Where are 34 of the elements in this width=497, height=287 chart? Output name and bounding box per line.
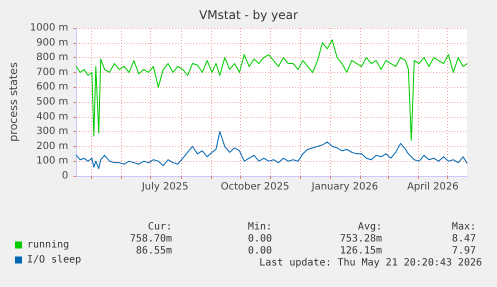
text: Min: bbox=[248, 222, 272, 232]
text: 86.55m bbox=[136, 246, 172, 256]
text: 8.47 bbox=[452, 234, 476, 244]
y-tick-label: 0 bbox=[62, 170, 68, 182]
y-tick-label: 500 m bbox=[36, 96, 68, 108]
text: Max: bbox=[452, 222, 476, 232]
y-tick-label: 900 m bbox=[36, 37, 68, 48]
x-tick-label: January 2026 bbox=[310, 182, 378, 192]
y-tick-label: 800 m bbox=[36, 52, 68, 64]
y-tick-label: 300 m bbox=[36, 126, 68, 138]
text: 7.97 bbox=[452, 246, 476, 256]
line-series bbox=[76, 131, 468, 170]
y-tick-label: 700 m bbox=[36, 66, 68, 78]
x-tick-label: July 2025 bbox=[140, 182, 188, 192]
y-tick-label: 600 m bbox=[36, 82, 68, 93]
line-series bbox=[76, 39, 468, 141]
y-tick-label: 200 m bbox=[36, 140, 68, 152]
text: Last update: Thu May 21 20:20:43 2026 bbox=[259, 258, 482, 268]
text: 126.15m bbox=[340, 246, 382, 256]
chart-title: VMstat - by year bbox=[199, 8, 298, 22]
text: 758.70m bbox=[130, 234, 172, 244]
x-tick-label: April 2026 bbox=[407, 182, 459, 192]
x-tick-label: October 2025 bbox=[220, 182, 290, 192]
text: Avg: bbox=[358, 222, 382, 232]
text: 753.28m bbox=[340, 234, 382, 244]
text: 0.00 bbox=[248, 234, 272, 244]
legend-label: running bbox=[27, 240, 70, 250]
legend-label: I/O sleep bbox=[27, 254, 82, 266]
text: 0.00 bbox=[248, 246, 272, 256]
y-tick-label: 100 m bbox=[36, 156, 68, 167]
y-tick-label: 1000 m bbox=[30, 22, 68, 34]
y-tick-label: 400 m bbox=[36, 111, 68, 122]
text: Cur: bbox=[148, 222, 172, 232]
y-axis-title: process states bbox=[7, 62, 20, 142]
